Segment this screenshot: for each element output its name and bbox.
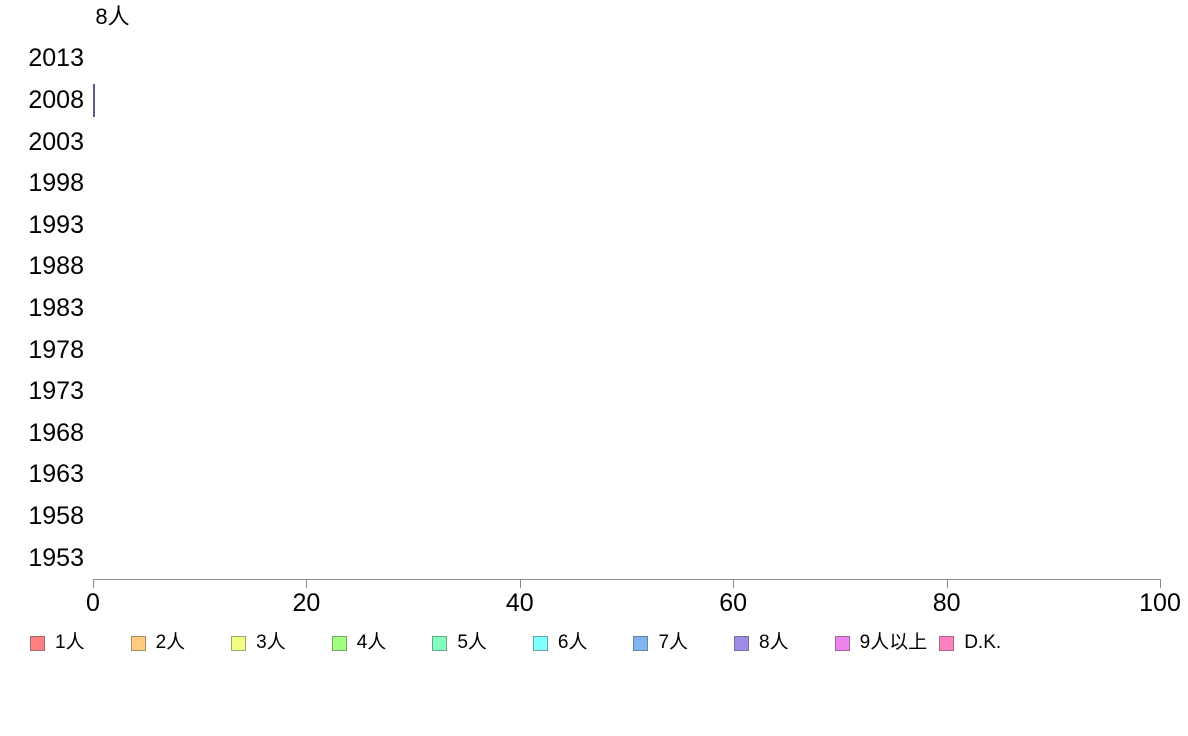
bar-row[interactable]	[93, 375, 1160, 408]
bar-row[interactable]	[93, 292, 1160, 325]
x-axis-tick-label: 60	[719, 589, 748, 617]
legend-item[interactable]: 3人	[231, 632, 286, 654]
y-axis-tick-label: 2008	[28, 85, 84, 114]
x-axis-tick-label: 80	[932, 589, 961, 617]
legend-item[interactable]: 5人	[432, 632, 487, 654]
bar-row[interactable]	[93, 209, 1160, 242]
x-axis-tick	[733, 579, 735, 588]
legend-swatch-icon	[231, 635, 247, 651]
y-axis-tick-label: 1998	[28, 169, 84, 198]
y-axis-category-labels: 2013 2008 2003 1998 1993 1988 1983 1978 1973 1968…	[0, 38, 84, 579]
y-axis-tick-label: 1958	[28, 502, 84, 531]
chart-title: 8人	[95, 4, 130, 29]
legend-label: 7人	[658, 632, 689, 653]
x-axis-tick-label: 0	[86, 589, 100, 617]
legend-label: 9人以上	[859, 632, 928, 653]
plot-area	[93, 38, 1160, 579]
legend-label: 1人	[55, 632, 85, 653]
legend-label: 4人	[356, 632, 387, 653]
legend-label: 8人	[759, 632, 789, 653]
bar-row[interactable]	[93, 458, 1160, 491]
bar-row[interactable]	[93, 126, 1160, 159]
legend-swatch-icon	[30, 635, 45, 651]
x-axis-tick	[1160, 579, 1161, 588]
bar-row[interactable]	[93, 167, 1160, 200]
legend-swatch-icon	[834, 635, 850, 651]
y-axis-tick-label: 1973	[28, 377, 84, 406]
bar-row[interactable]	[93, 334, 1160, 367]
legend-label: 6人	[557, 632, 588, 653]
legend-swatch-icon	[734, 635, 750, 651]
y-axis-tick-label: 1953	[28, 543, 84, 572]
legend-label: 5人	[457, 632, 487, 653]
x-axis-tick	[93, 579, 94, 588]
x-axis-tick	[519, 579, 521, 588]
legend-swatch-icon	[633, 635, 649, 651]
y-axis-tick-label: 1988	[28, 252, 84, 281]
x-axis-tick-label: 100	[1139, 589, 1181, 617]
legend-item[interactable]: 6人	[532, 632, 588, 654]
bar-row[interactable]	[93, 417, 1160, 450]
legend-item[interactable]: 7人	[633, 632, 688, 654]
legend-swatch-icon	[331, 635, 347, 651]
legend-item[interactable]: 1人	[30, 632, 85, 654]
legend-item[interactable]: 2人	[130, 632, 186, 654]
bar-row[interactable]	[93, 542, 1160, 575]
y-axis-tick-label: 1963	[28, 460, 84, 489]
x-axis-tick	[946, 579, 948, 588]
legend-label: D.K.	[964, 632, 1002, 653]
x-axis-tick-label: 40	[505, 589, 534, 617]
y-axis-tick-label: 1993	[28, 210, 84, 239]
y-axis-tick-label: 1983	[28, 294, 84, 322]
bar-row[interactable]	[93, 500, 1160, 533]
chart-legend: 1人 2人 3人 4人 5人 6人 7人 8人 9人以上 D.K.	[30, 630, 1001, 656]
legend-label: 2人	[155, 632, 186, 653]
legend-swatch-icon	[130, 635, 146, 651]
x-axis-line	[93, 579, 1161, 580]
legend-swatch-icon	[939, 635, 955, 651]
x-axis-tick-label: 20	[292, 589, 321, 617]
y-axis-tick-label: 2013	[28, 44, 84, 73]
legend-item[interactable]: 8人	[734, 632, 789, 654]
legend-item[interactable]: 4人	[331, 632, 387, 654]
bar-row[interactable]	[93, 42, 1160, 75]
legend-item[interactable]: 9人以上	[834, 632, 928, 654]
bar-row[interactable]	[93, 250, 1160, 283]
y-axis-tick-label: 2003	[28, 127, 84, 156]
bar-row[interactable]	[93, 83, 1160, 117]
legend-label: 3人	[256, 632, 286, 653]
legend-swatch-icon	[532, 635, 548, 651]
bar-segment[interactable]	[93, 83, 95, 117]
y-axis-tick-label: 1968	[28, 418, 84, 447]
x-axis-tick	[306, 579, 308, 588]
legend-item[interactable]: D.K.	[939, 632, 1001, 654]
y-axis-tick-label: 1978	[28, 335, 84, 364]
legend-swatch-icon	[432, 635, 448, 651]
